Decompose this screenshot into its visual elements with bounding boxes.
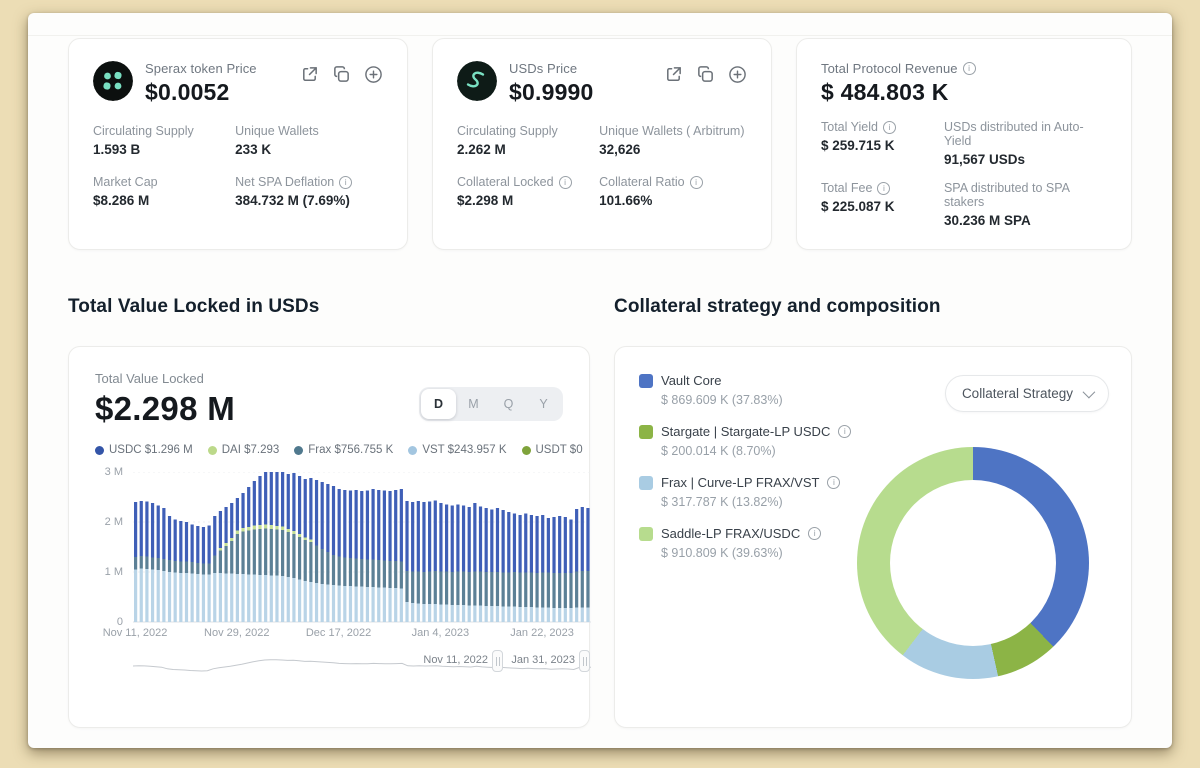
dashboard-page: Sperax token Price $0.0052 Circulating S… — [28, 13, 1172, 748]
legend-item-frax[interactable]: Frax $756.755 K — [294, 444, 393, 456]
bars-plot[interactable] — [133, 472, 591, 624]
collateral-item-vault-core[interactable]: Vault Core $ 869.609 K (37.83%) — [639, 373, 939, 407]
y-tick: 2 M — [104, 516, 123, 528]
copy-icon[interactable] — [696, 65, 715, 84]
tvl-section-title: Total Value Locked in USDs — [68, 296, 320, 317]
info-icon[interactable]: i — [827, 476, 841, 489]
x-tick: Jan 4, 2023 — [411, 627, 470, 639]
copy-icon[interactable] — [332, 65, 351, 84]
tvl-label: Total Value Locked — [95, 371, 204, 386]
collateral-item-frax-curve[interactable]: Frax | Curve-LP FRAX/VST i $ 317.787 K (1… — [639, 475, 939, 509]
tvl-value: $2.298 M — [95, 390, 235, 427]
legend-item-dai[interactable]: DAI $7.293 — [207, 444, 279, 456]
range-selector: D M Q Y — [419, 387, 563, 421]
external-link-icon[interactable] — [664, 65, 683, 84]
brush-end-label: Jan 31, 2023 — [511, 654, 575, 666]
collateral-card: Vault Core $ 869.609 K (37.83%) Stargate… — [614, 346, 1132, 728]
stat-market-cap: Market Cap $8.286 M — [93, 175, 158, 208]
stat-collateral-ratio: Collateral Ratio i 101.66% — [599, 175, 747, 208]
legend-dot — [294, 445, 304, 455]
info-icon[interactable]: i — [808, 527, 822, 540]
brush-start-handle[interactable] — [492, 650, 503, 672]
legend-square — [639, 373, 653, 388]
legend-item-usdc[interactable]: USDC $1.296 M — [95, 444, 193, 456]
info-icon[interactable]: i — [882, 120, 896, 134]
sperax-price-value: $0.0052 — [145, 79, 230, 105]
external-link-icon[interactable] — [300, 65, 319, 84]
range-tab-day[interactable]: D — [421, 389, 456, 419]
legend-square — [639, 475, 653, 490]
range-tab-quarter[interactable]: Q — [503, 397, 514, 411]
usds-token-icon — [457, 61, 497, 101]
info-icon[interactable]: i — [558, 175, 572, 189]
legend-item-vst[interactable]: VST $243.957 K — [408, 444, 507, 456]
protocol-revenue-card: Total Protocol Revenue i $ 484.803 K Tota… — [796, 38, 1132, 250]
stat-usds-autoyield: USDs distributed in Auto-Yield 91,567 US… — [943, 120, 1084, 167]
range-tab-year[interactable]: Y — [539, 397, 548, 411]
collateral-section-title: Collateral strategy and composition — [614, 296, 941, 317]
info-icon[interactable]: i — [339, 175, 353, 189]
x-tick: Nov 29, 2022 — [204, 627, 270, 639]
stat-unique-wallets: Unique Wallets 233 K — [235, 124, 319, 157]
brush-start-label: Nov 11, 2022 — [423, 654, 488, 666]
info-icon[interactable]: i — [962, 62, 976, 75]
stat-spa-stakers: SPA distributed to SPA stakers 30.236 M … — [943, 181, 1070, 228]
usds-price-card: USDs Price $0.9990 Circulating Supply 2.… — [432, 38, 772, 250]
add-circle-icon[interactable] — [364, 65, 383, 84]
brush-end-handle[interactable] — [579, 650, 590, 672]
stat-total-yield: Total Yield i $ 259.715 K — [821, 120, 896, 153]
stat-circulating-supply: Circulating Supply 1.593 B — [93, 124, 194, 157]
legend-dot — [521, 445, 531, 455]
card-title: USDs Price — [509, 61, 578, 76]
y-tick: 3 M — [104, 466, 123, 478]
brush-minichart — [133, 659, 591, 672]
y-tick: 1 M — [104, 566, 123, 578]
usds-price-value: $0.9990 — [509, 79, 594, 105]
info-icon[interactable]: i — [689, 175, 703, 189]
legend-square — [639, 526, 653, 541]
legend-dot — [95, 445, 104, 455]
dropdown-value: Collateral Strategy — [961, 386, 1073, 401]
sperax-token-icon — [93, 61, 133, 101]
stat-net-spa-deflation: Net SPA Deflation i 384.732 M (7.69%) — [235, 175, 383, 208]
info-icon[interactable]: i — [838, 425, 852, 438]
collateral-legend: Vault Core $ 869.609 K (37.83%) Stargate… — [639, 373, 939, 560]
tvl-chart-card: Total Value Locked $2.298 M D M Q Y USDC… — [68, 346, 591, 728]
tvl-stacked-bar-chart[interactable]: 3 M 2 M 1 M 0 Nov 11, 2022 Nov 29, 2022 De… — [95, 464, 591, 646]
x-tick: Dec 17, 2022 — [305, 627, 372, 639]
y-tick: 0 — [116, 616, 123, 628]
tvl-legend: USDC $1.296 M DAI $7.293 Frax $756.755 K… — [95, 444, 583, 456]
info-icon[interactable]: i — [877, 181, 891, 195]
range-tab-month[interactable]: M — [468, 397, 479, 411]
stat-unique-wallets-arbitrum: Unique Wallets ( Arbitrum) 32,626 — [599, 124, 745, 157]
stat-total-fee: Total Fee i $ 225.087 K — [821, 181, 895, 214]
protocol-revenue-value: $ 484.803 K — [821, 79, 949, 105]
sperax-price-card: Sperax token Price $0.0052 Circulating S… — [68, 38, 408, 250]
chevron-down-icon — [1082, 385, 1096, 399]
collateral-item-saddle[interactable]: Saddle-LP FRAX/USDC i $ 910.809 K (39.63%… — [639, 526, 939, 560]
stat-circulating-supply: Circulating Supply 2.262 M — [457, 124, 558, 157]
card-title: Sperax token Price — [145, 61, 257, 76]
legend-dot — [207, 445, 217, 455]
collateral-strategy-dropdown[interactable]: Collateral Strategy — [944, 375, 1109, 412]
stat-collateral-locked: Collateral Locked i $2.298 M — [457, 175, 599, 208]
header-divider — [28, 35, 1172, 36]
legend-square — [639, 424, 653, 439]
timeline-brush[interactable]: Nov 11, 2022 Jan 31, 2023 — [95, 648, 591, 678]
x-tick: Nov 11, 2022 — [102, 627, 168, 639]
legend-dot — [408, 445, 418, 455]
collateral-donut-chart[interactable] — [857, 447, 1089, 679]
collateral-item-stargate[interactable]: Stargate | Stargate-LP USDC i $ 200.014 K… — [639, 424, 939, 458]
card-title: Total Protocol Revenue i — [821, 61, 1107, 76]
add-circle-icon[interactable] — [728, 65, 747, 84]
legend-item-usdt[interactable]: USDT $0 — [521, 444, 583, 456]
x-tick: Jan 22, 2023 — [510, 627, 574, 639]
